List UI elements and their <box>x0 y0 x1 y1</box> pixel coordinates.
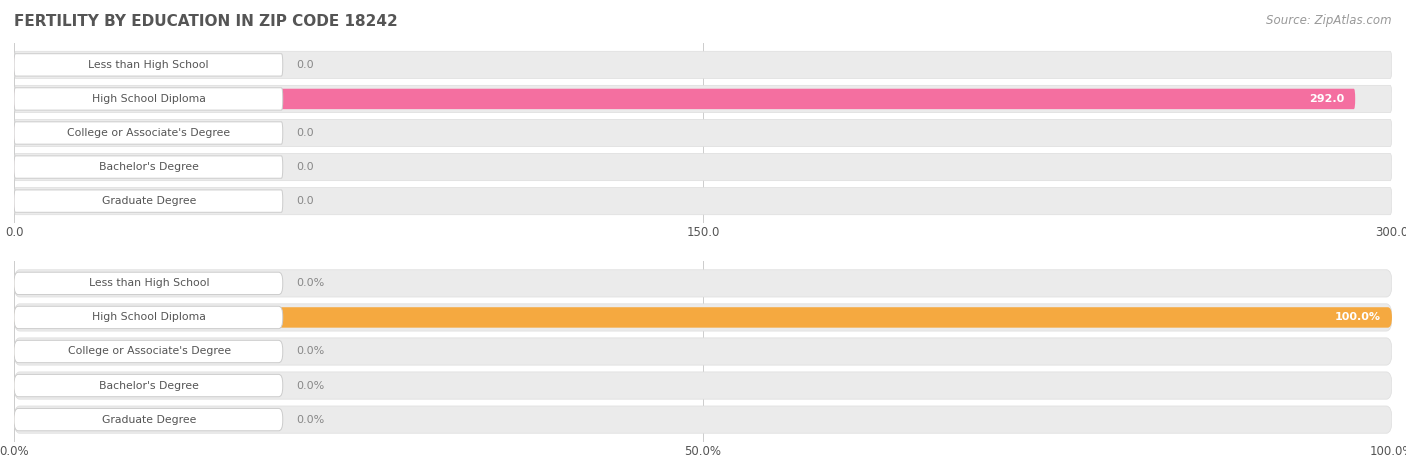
FancyBboxPatch shape <box>14 372 1392 399</box>
Text: High School Diploma: High School Diploma <box>91 94 205 104</box>
FancyBboxPatch shape <box>14 122 283 144</box>
FancyBboxPatch shape <box>14 306 283 329</box>
FancyBboxPatch shape <box>14 89 283 109</box>
Text: 0.0%: 0.0% <box>297 380 325 390</box>
FancyBboxPatch shape <box>14 307 1392 328</box>
FancyBboxPatch shape <box>14 270 1392 297</box>
Text: 292.0: 292.0 <box>1309 94 1344 104</box>
FancyBboxPatch shape <box>14 54 283 76</box>
FancyBboxPatch shape <box>14 86 1392 113</box>
FancyBboxPatch shape <box>14 406 1392 433</box>
Text: High School Diploma: High School Diploma <box>93 313 207 323</box>
Text: 0.0: 0.0 <box>297 128 314 138</box>
Text: Source: ZipAtlas.com: Source: ZipAtlas.com <box>1267 14 1392 27</box>
FancyBboxPatch shape <box>14 51 1392 78</box>
FancyBboxPatch shape <box>14 304 1392 331</box>
Text: 0.0%: 0.0% <box>297 415 325 425</box>
Text: 0.0%: 0.0% <box>297 346 325 357</box>
FancyBboxPatch shape <box>14 123 242 143</box>
FancyBboxPatch shape <box>14 119 1392 147</box>
Text: Graduate Degree: Graduate Degree <box>101 196 195 206</box>
FancyBboxPatch shape <box>14 191 242 211</box>
Text: College or Associate's Degree: College or Associate's Degree <box>67 346 231 357</box>
FancyBboxPatch shape <box>14 272 283 294</box>
FancyBboxPatch shape <box>14 153 1392 180</box>
FancyBboxPatch shape <box>14 190 283 212</box>
Text: College or Associate's Degree: College or Associate's Degree <box>67 128 231 138</box>
Text: Less than High School: Less than High School <box>89 60 209 70</box>
FancyBboxPatch shape <box>14 273 242 294</box>
FancyBboxPatch shape <box>14 375 242 396</box>
Text: Bachelor's Degree: Bachelor's Degree <box>100 380 200 390</box>
Text: Less than High School: Less than High School <box>89 278 209 288</box>
Text: 0.0%: 0.0% <box>297 278 325 288</box>
FancyBboxPatch shape <box>14 307 283 328</box>
FancyBboxPatch shape <box>14 157 242 177</box>
Text: FERTILITY BY EDUCATION IN ZIP CODE 18242: FERTILITY BY EDUCATION IN ZIP CODE 18242 <box>14 14 398 29</box>
Text: 100.0%: 100.0% <box>1334 313 1381 323</box>
FancyBboxPatch shape <box>14 156 283 178</box>
FancyBboxPatch shape <box>14 89 1355 109</box>
Text: 0.0: 0.0 <box>297 60 314 70</box>
FancyBboxPatch shape <box>14 374 283 397</box>
FancyBboxPatch shape <box>14 409 242 430</box>
FancyBboxPatch shape <box>14 408 283 431</box>
FancyBboxPatch shape <box>14 340 283 363</box>
Text: Graduate Degree: Graduate Degree <box>103 415 197 425</box>
Text: 0.0: 0.0 <box>297 162 314 172</box>
Text: 0.0: 0.0 <box>297 196 314 206</box>
FancyBboxPatch shape <box>14 338 1392 365</box>
FancyBboxPatch shape <box>14 341 242 362</box>
FancyBboxPatch shape <box>14 188 1392 215</box>
Text: Bachelor's Degree: Bachelor's Degree <box>98 162 198 172</box>
FancyBboxPatch shape <box>14 55 242 75</box>
FancyBboxPatch shape <box>14 88 283 110</box>
